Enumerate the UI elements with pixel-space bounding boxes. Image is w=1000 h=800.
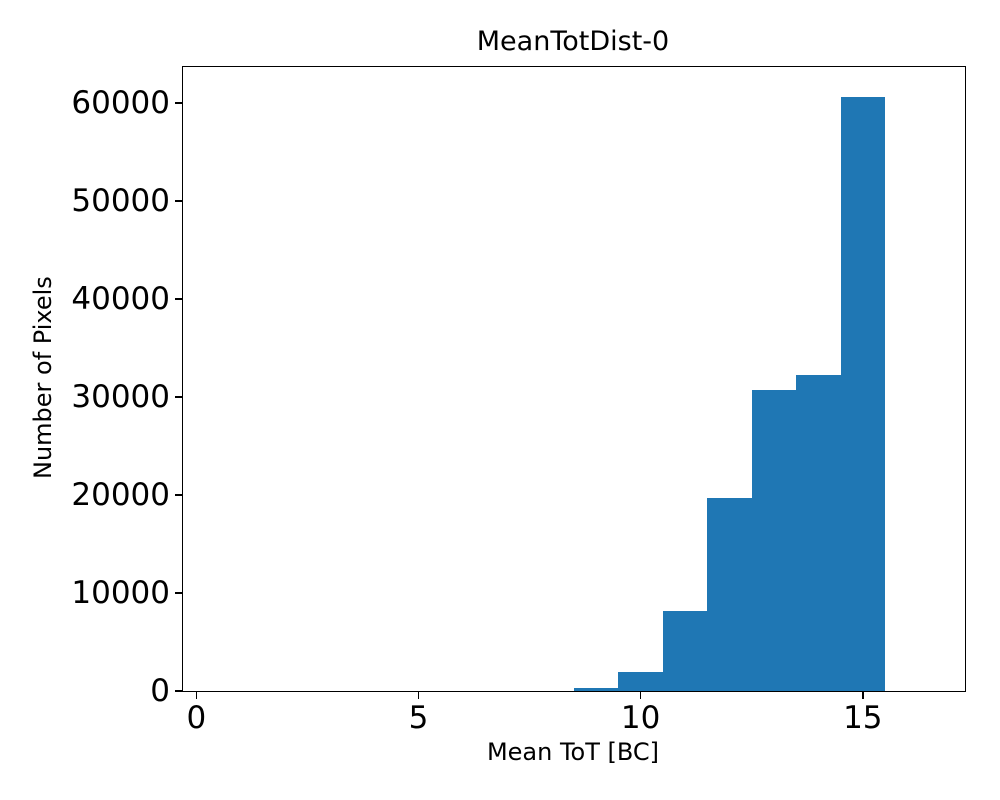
histogram-bar: [662, 610, 708, 691]
y-tick-label: 0: [150, 672, 170, 709]
y-tick-label: 50000: [71, 183, 170, 220]
y-tick-mark: [175, 102, 183, 104]
y-tick-label: 10000: [71, 574, 170, 611]
x-tick-label: 10: [620, 700, 661, 736]
y-tick-mark: [175, 298, 183, 300]
y-tick-label: 60000: [71, 85, 170, 122]
x-tick-label: 0: [186, 700, 207, 736]
plot-area: 0 5 10 15 0 10000 20000 30000 40000 50000 60000: [71, 66, 966, 735]
chart-title: MeanTotDist-0: [476, 26, 670, 57]
y-tick-label: 30000: [71, 379, 170, 416]
histogram-bar: [574, 688, 619, 691]
x-tick-mark: [639, 691, 642, 699]
y-tick-label: 20000: [71, 477, 170, 514]
y-tick-mark: [175, 396, 183, 398]
histogram-bar: [751, 390, 797, 691]
x-tick-label: 15: [843, 700, 883, 736]
x-tick-mark: [417, 691, 420, 699]
histogram-bar: [796, 374, 841, 691]
y-tick-label: 40000: [71, 281, 170, 318]
x-tick-label: 5: [408, 700, 429, 736]
x-tick-mark: [862, 691, 864, 699]
x-axis-label: Mean ToT [BC]: [486, 738, 660, 766]
y-tick-mark: [175, 690, 183, 692]
histogram-bar: [840, 97, 885, 691]
x-tick-mark: [195, 691, 198, 699]
histogram-bar: [618, 672, 663, 691]
y-tick-mark: [175, 592, 183, 594]
y-tick-mark: [175, 200, 183, 202]
histogram-bar: [707, 498, 752, 691]
y-tick-mark: [175, 494, 183, 496]
